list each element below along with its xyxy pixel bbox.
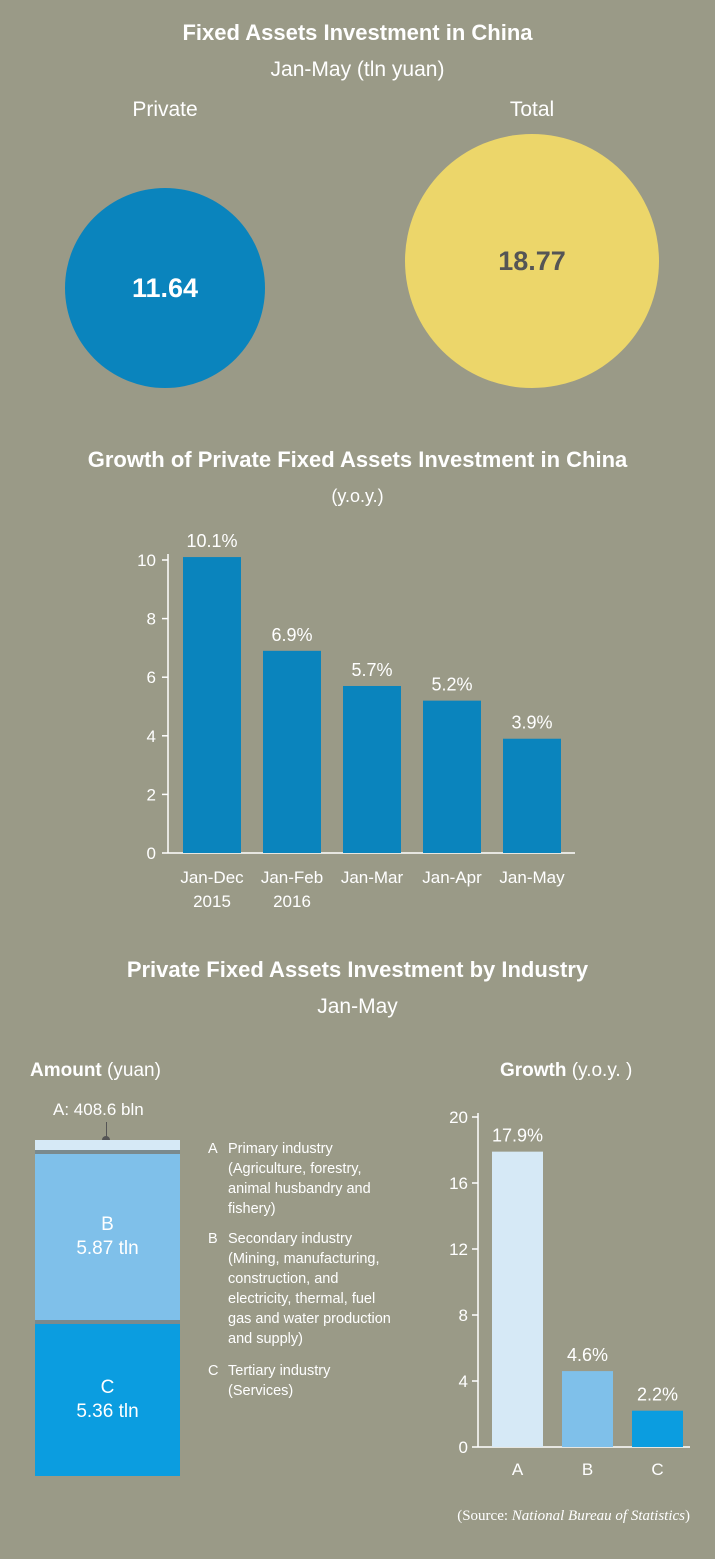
- total-label: Total: [509, 98, 555, 121]
- bar: [263, 650, 321, 853]
- segment-c-bar: C 5.36 tln: [35, 1324, 180, 1476]
- source-prefix: (Source:: [457, 1508, 512, 1524]
- segment-a-bar: [35, 1140, 180, 1150]
- segment-divider: [35, 1320, 180, 1324]
- bar: [183, 557, 241, 853]
- source-note: (Source: National Bureau of Statistics): [457, 1508, 690, 1525]
- x-tick-label: B: [582, 1460, 593, 1479]
- bar: [562, 1371, 613, 1447]
- private-label: Private: [132, 98, 198, 121]
- segment-c-letter: C: [100, 1377, 115, 1398]
- legend-item-b: B Secondary industry (Mining, manufactur…: [208, 1229, 418, 1349]
- y-tick-label: 8: [459, 1306, 468, 1325]
- source-name: National Bureau of Statistics: [511, 1508, 685, 1524]
- industry-growth-bar-chart: 0 4 8 12 16 20 17.9% A 4.6% B 2.2% C: [449, 1108, 690, 1479]
- x-tick-label: 2015: [193, 892, 231, 911]
- bar-value-label: 4.6%: [567, 1345, 608, 1365]
- legend-letter: C: [208, 1363, 219, 1379]
- total-value: 18.77: [498, 245, 566, 276]
- bar-value-label: 10.1%: [186, 531, 237, 551]
- legend-line: Secondary industry: [228, 1231, 353, 1247]
- bar: [423, 700, 481, 853]
- bar: [492, 1151, 543, 1447]
- legend-line: animal husbandry and: [228, 1181, 371, 1197]
- legend-text: Secondary industry (Mining, manufacturin…: [228, 1229, 418, 1349]
- x-tick-label: C: [651, 1460, 663, 1479]
- bar: [632, 1410, 683, 1447]
- chart-subtitle-fixed-assets: Jan-May (tln yuan): [270, 58, 445, 81]
- growth-bar-chart: 0 2 4 6 8 10 10.1% Jan-Dec 2015 6.9% Jan-Feb 2016 5.…: [137, 531, 575, 911]
- x-tick-label: Jan-May: [499, 868, 565, 887]
- growth-title: Growth: [500, 1060, 567, 1081]
- segment-c-value: 5.36 tln: [76, 1401, 139, 1422]
- bar-value-label: 3.9%: [511, 713, 552, 733]
- x-tick-label: Jan-Apr: [422, 868, 482, 887]
- legend-line: construction, and: [228, 1271, 339, 1287]
- amount-panel-title: Amount (yuan): [30, 1060, 161, 1082]
- segment-b-value: 5.87 tln: [76, 1238, 139, 1259]
- y-tick-label: 6: [147, 668, 156, 687]
- legend-line: electricity, thermal, fuel: [228, 1291, 376, 1307]
- segment-b-bar: B 5.87 tln: [35, 1154, 180, 1320]
- total-circle: 18.77: [405, 134, 659, 388]
- legend-text: Primary industry (Agriculture, forestry,…: [228, 1139, 418, 1219]
- chart-subtitle-growth: (y.o.y.): [331, 486, 384, 506]
- legend-line: and supply): [228, 1331, 303, 1347]
- segment-a-label: A: 408.6 bln: [53, 1100, 144, 1119]
- y-tick-label: 16: [449, 1174, 468, 1193]
- x-tick-label: Jan-Feb: [261, 868, 323, 887]
- y-tick-label: 4: [459, 1372, 468, 1391]
- y-tick-label: 4: [147, 727, 156, 746]
- y-tick-label: 10: [137, 551, 156, 570]
- x-tick-label: Jan-Mar: [341, 868, 404, 887]
- legend-item-a: A Primary industry (Agriculture, forestr…: [208, 1139, 418, 1219]
- segment-a-pointer-line: [106, 1122, 107, 1140]
- legend-line: (Services): [228, 1383, 294, 1399]
- amount-title: Amount: [30, 1060, 102, 1081]
- y-tick-label: 2: [147, 785, 156, 804]
- bar-value-label: 5.2%: [431, 675, 472, 695]
- legend-line: (Mining, manufacturing,: [228, 1251, 380, 1267]
- chart-title-growth: Growth of Private Fixed Assets Investmen…: [87, 447, 628, 472]
- y-tick-label: 0: [147, 844, 156, 863]
- x-tick-label: A: [512, 1460, 524, 1479]
- legend-text: Tertiary industry (Services): [228, 1361, 418, 1401]
- growth-unit: (y.o.y. ): [571, 1060, 633, 1081]
- y-tick-label: 12: [449, 1240, 468, 1259]
- legend-line: gas and water production: [228, 1311, 391, 1327]
- growth-panel-title: Growth (y.o.y. ): [500, 1060, 632, 1082]
- private-value: 11.64: [131, 272, 199, 303]
- amount-unit: (yuan): [107, 1060, 161, 1081]
- y-tick-label: 8: [147, 610, 156, 629]
- bar-value-label: 6.9%: [271, 625, 312, 645]
- legend-line: Primary industry: [228, 1141, 333, 1157]
- chart-title-fixed-assets: Fixed Assets Investment in China: [182, 20, 533, 45]
- segment-divider: [35, 1150, 180, 1154]
- bar-value-label: 17.9%: [492, 1126, 543, 1146]
- legend-line: (Agriculture, forestry,: [228, 1161, 362, 1177]
- bar-value-label: 2.2%: [637, 1385, 678, 1405]
- legend-item-c: C Tertiary industry (Services): [208, 1361, 418, 1401]
- legend-line: Tertiary industry: [228, 1363, 331, 1379]
- y-tick-label: 0: [459, 1438, 468, 1457]
- bar: [343, 685, 401, 853]
- chart-title-industry: Private Fixed Assets Investment by Indus…: [126, 957, 589, 982]
- segment-b-letter: B: [101, 1214, 114, 1235]
- x-tick-label: 2016: [273, 892, 311, 911]
- source-suffix: ): [685, 1508, 690, 1524]
- bar-value-label: 5.7%: [351, 660, 392, 680]
- legend-letter: B: [208, 1231, 218, 1247]
- legend-line: fishery): [228, 1201, 276, 1217]
- private-circle: 11.64: [65, 188, 265, 388]
- y-tick-label: 20: [449, 1108, 468, 1127]
- x-tick-label: Jan-Dec: [180, 868, 244, 887]
- legend-letter: A: [208, 1141, 218, 1157]
- chart-subtitle-industry: Jan-May: [317, 995, 398, 1018]
- bar: [503, 738, 561, 853]
